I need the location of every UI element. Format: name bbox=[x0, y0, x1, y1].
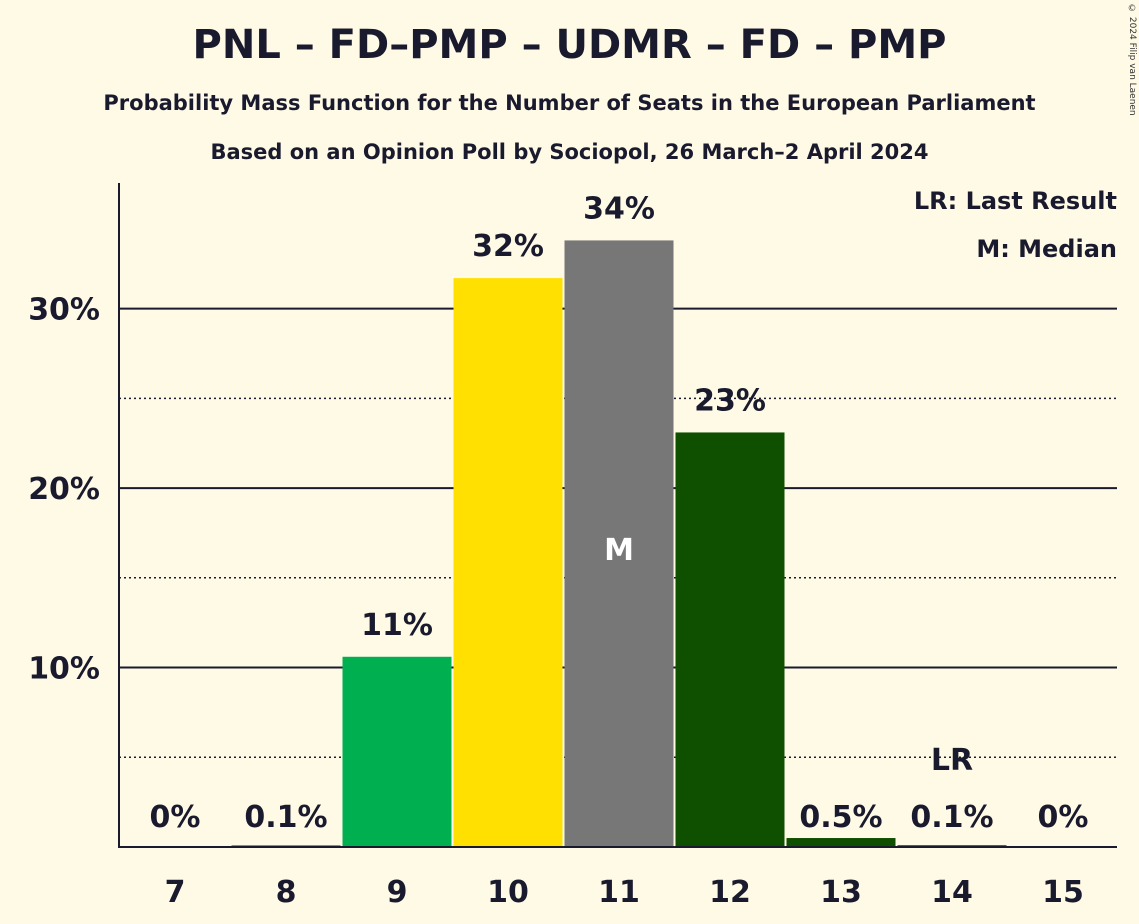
bars bbox=[231, 240, 1007, 848]
chart-subtitle: Probability Mass Function for the Number… bbox=[103, 91, 1036, 115]
data-label: 0% bbox=[150, 800, 201, 835]
bar-13 bbox=[786, 838, 896, 847]
data-label: 11% bbox=[361, 608, 433, 643]
x-tick-label: 15 bbox=[1042, 875, 1084, 910]
y-tick-label: 30% bbox=[28, 293, 100, 328]
chart-source: Based on an Opinion Poll by Sociopol, 26… bbox=[210, 140, 929, 164]
y-tick-label: 10% bbox=[28, 652, 100, 687]
x-tick-label: 8 bbox=[276, 875, 297, 910]
x-tick-label: 9 bbox=[387, 875, 408, 910]
data-label: 0.1% bbox=[910, 800, 993, 835]
x-tick-label: 12 bbox=[709, 875, 751, 910]
data-label: 34% bbox=[583, 191, 655, 226]
legend-last-result: LR: Last Result bbox=[914, 187, 1117, 215]
data-label: 0.5% bbox=[799, 800, 882, 835]
bar-9 bbox=[342, 656, 452, 847]
data-label: 23% bbox=[694, 383, 766, 418]
x-tick-label: 7 bbox=[165, 875, 186, 910]
labels: 10% 20% 30% 7 0% 8 0.1% 9 11% 10 32% 11 34% M 12 23% 13 0… bbox=[28, 191, 1088, 910]
median-marker: M bbox=[604, 533, 634, 568]
x-tick-label: 13 bbox=[820, 875, 862, 910]
axes bbox=[118, 183, 1117, 848]
copyright-notice: © 2024 Filip van Laenen bbox=[1127, 4, 1137, 116]
bar-10 bbox=[453, 278, 563, 847]
bar-12 bbox=[675, 432, 785, 847]
legend-median: M: Median bbox=[976, 235, 1117, 263]
last-result-marker: LR bbox=[931, 743, 973, 778]
data-label: 0% bbox=[1038, 800, 1089, 835]
y-tick-label: 20% bbox=[28, 472, 100, 507]
chart-title: PNL – FD–PMP – UDMR – FD – PMP bbox=[192, 22, 947, 68]
x-tick-label: 14 bbox=[931, 875, 973, 910]
data-label: 32% bbox=[472, 229, 544, 264]
x-tick-label: 11 bbox=[598, 875, 640, 910]
data-label: 0.1% bbox=[244, 800, 327, 835]
x-tick-label: 10 bbox=[487, 875, 529, 910]
bar-11 bbox=[564, 240, 674, 848]
